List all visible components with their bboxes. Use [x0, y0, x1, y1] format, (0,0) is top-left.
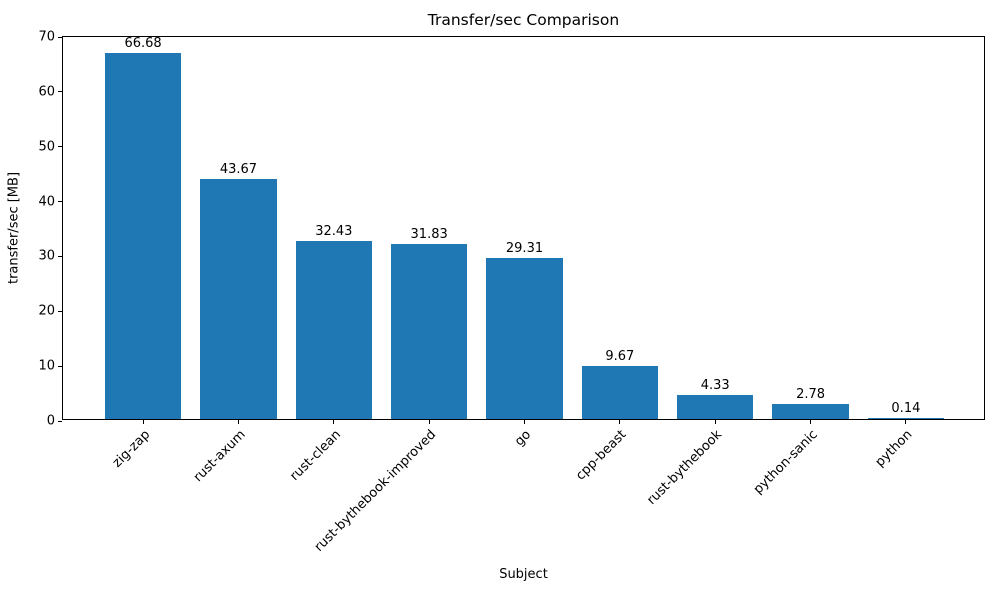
bar-rust-axum	[200, 179, 277, 419]
bar-rust-bythebook-improved	[391, 244, 468, 419]
y-tick-label: 20	[38, 303, 55, 319]
x-tick-mark	[333, 420, 335, 424]
plot-area: 0 10 20 30 40 50 60 70 66.68 zig-zap 43.67 rust-axu…	[38, 31, 985, 555]
bar-value-label: 0.14	[891, 401, 921, 417]
x-axis-label: Subject	[499, 567, 548, 582]
y-tick-mark	[58, 365, 62, 367]
x-tick-label-rust-bythebook: rust-bythebook	[644, 427, 726, 508]
bar-value-label: 2.78	[796, 386, 826, 402]
bar-value-label: 4.33	[700, 378, 730, 394]
y-tick-mark	[58, 146, 62, 148]
x-tick-label-rust-axum: rust-axum	[190, 427, 249, 486]
y-tick-label: 10	[38, 358, 55, 374]
bar-value-label: 43.67	[219, 162, 258, 178]
bar-go	[486, 258, 563, 419]
y-tick-label: 30	[38, 248, 55, 264]
x-tick-label-python: python	[873, 427, 916, 471]
bar-zig-zap	[104, 53, 182, 419]
bar-cpp-beast	[581, 365, 658, 419]
x-tick-mark	[142, 420, 144, 424]
bar-python	[867, 418, 945, 419]
bar-value-label: 66.68	[124, 36, 162, 52]
y-tick-mark	[58, 91, 62, 93]
x-tick-label-zig-zap: zig-zap	[109, 427, 153, 471]
x-tick-mark	[428, 420, 430, 424]
x-tick-mark	[810, 420, 812, 424]
x-tick-label-rust-clean: rust-clean	[287, 427, 344, 484]
y-tick-mark	[58, 420, 62, 422]
y-tick-label: 70	[38, 29, 55, 45]
y-tick-mark	[58, 310, 62, 312]
x-tick-label-cpp-beast: cpp-beast	[573, 427, 630, 484]
x-tick-mark	[524, 420, 525, 424]
bar-value-label: 9.67	[605, 348, 635, 364]
y-tick-mark	[58, 255, 62, 257]
x-tick-label-python-sanic: python-sanic	[750, 427, 821, 498]
bar-rust-clean	[295, 241, 372, 419]
y-axis-label: transfer/sec [MB]	[6, 171, 22, 285]
bar-value-label: 29.31	[505, 241, 544, 257]
y-tick-mark	[58, 201, 62, 203]
x-tick-mark	[905, 420, 907, 424]
y-tick-label: 50	[38, 139, 55, 155]
x-tick-mark	[237, 420, 239, 424]
bar-python-sanic	[772, 403, 849, 419]
x-tick-label-go: go	[512, 427, 535, 450]
y-tick-mark	[58, 36, 62, 38]
y-tick-label: 60	[38, 84, 55, 100]
bar-value-label: 31.83	[410, 227, 448, 243]
bar-value-label: 32.43	[315, 224, 353, 240]
chart-title: Transfer/sec Comparison	[427, 11, 620, 29]
bar-rust-bythebook	[677, 395, 754, 419]
y-tick-label: 40	[38, 194, 55, 210]
x-tick-mark	[714, 420, 716, 424]
x-tick-mark	[619, 420, 621, 424]
y-tick-label: 0	[46, 413, 55, 429]
